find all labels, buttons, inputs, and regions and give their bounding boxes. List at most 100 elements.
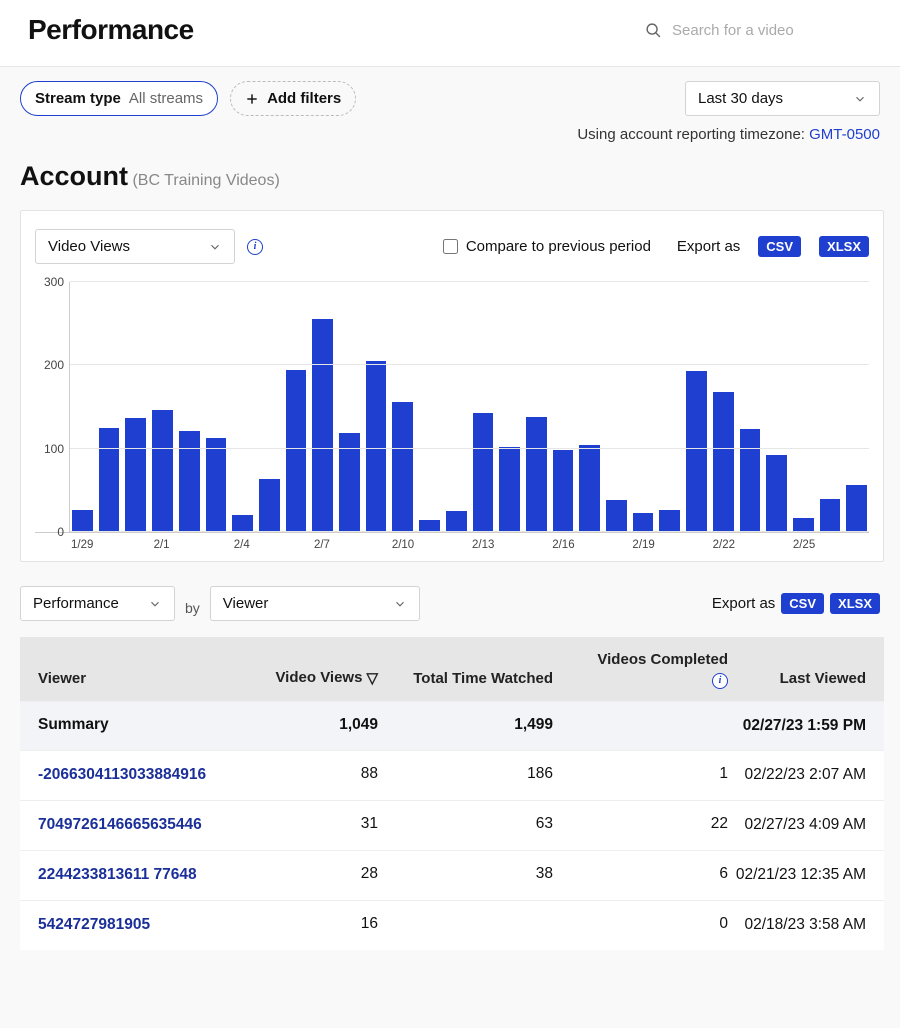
- date-range-label: Last 30 days: [698, 90, 783, 107]
- compare-toggle[interactable]: Compare to previous period: [443, 238, 651, 255]
- chart-bar[interactable]: [713, 392, 734, 532]
- chart-card: Video Views i Compare to previous period…: [20, 210, 884, 562]
- chart-bar[interactable]: [232, 515, 253, 533]
- chip-stream-type[interactable]: Stream type All streams: [20, 81, 218, 116]
- chip-stream-label: Stream type: [35, 90, 121, 107]
- col-completed[interactable]: Videos Completed i: [553, 651, 728, 687]
- chart-bar[interactable]: [312, 319, 333, 532]
- chart-bar[interactable]: [152, 410, 173, 533]
- account-subtitle: (BC Training Videos): [132, 172, 279, 189]
- x-tick: [579, 539, 600, 551]
- viewer-link[interactable]: 7049726146665635446: [38, 815, 208, 836]
- col-last-viewed[interactable]: Last Viewed: [728, 670, 866, 687]
- chart-bar[interactable]: [846, 485, 867, 533]
- viewer-link[interactable]: 2244233813611 77648: [38, 865, 208, 886]
- table-controls: Performance by Viewer Export as CSV XLSX: [0, 562, 900, 631]
- chart-bar[interactable]: [766, 455, 787, 532]
- plus-icon: [245, 92, 259, 106]
- sort-desc-icon: ▽: [366, 669, 378, 687]
- chart-bar[interactable]: [553, 450, 574, 533]
- x-tick: [499, 539, 520, 551]
- page-title: Performance: [28, 14, 194, 46]
- chart-bar[interactable]: [793, 518, 814, 532]
- chevron-down-icon: [853, 92, 867, 106]
- x-tick: [338, 539, 359, 551]
- x-tick: 2/22: [713, 539, 734, 551]
- views-chart: 0100200300: [69, 282, 869, 532]
- by-label: by: [185, 592, 200, 616]
- chart-bar[interactable]: [499, 447, 520, 532]
- x-tick: [445, 539, 466, 551]
- x-tick: [766, 539, 787, 551]
- account-title: Account: [20, 161, 128, 191]
- chart-bar[interactable]: [206, 438, 227, 532]
- table-row: 2244233813611 776482838602/21/23 12:35 A…: [20, 850, 884, 900]
- chart-bar[interactable]: [473, 413, 494, 532]
- chart-bar[interactable]: [286, 370, 307, 532]
- viewer-link[interactable]: -2066304113033884916: [38, 765, 208, 786]
- table-secondary-select[interactable]: Viewer: [210, 586, 420, 621]
- y-tick: 0: [57, 525, 64, 539]
- chart-toolbar: Video Views i Compare to previous period…: [35, 229, 869, 264]
- date-range-select[interactable]: Last 30 days: [685, 81, 880, 116]
- data-table: Viewer Video Views ▽ Total Time Watched …: [20, 637, 884, 950]
- x-tick: 2/1: [151, 539, 172, 551]
- chart-bar[interactable]: [99, 428, 120, 532]
- export-csv-button[interactable]: CSV: [758, 236, 801, 257]
- table-export-csv-button[interactable]: CSV: [781, 593, 824, 614]
- table-primary-label: Performance: [33, 595, 119, 612]
- chart-bar[interactable]: [125, 418, 146, 532]
- x-tick: [606, 539, 627, 551]
- info-icon[interactable]: i: [247, 239, 263, 255]
- chevron-down-icon: [148, 597, 162, 611]
- metric-select[interactable]: Video Views: [35, 229, 235, 264]
- chart-bar[interactable]: [446, 511, 467, 532]
- table-secondary-label: Viewer: [223, 595, 269, 612]
- chart-bar[interactable]: [72, 510, 93, 533]
- chart-bar[interactable]: [606, 500, 627, 533]
- chart-bar[interactable]: [526, 417, 547, 532]
- col-views[interactable]: Video Views ▽: [208, 669, 378, 687]
- table-export-xlsx-button[interactable]: XLSX: [830, 593, 880, 614]
- account-heading: Account (BC Training Videos): [0, 143, 900, 200]
- chevron-down-icon: [208, 240, 222, 254]
- chart-bar[interactable]: [820, 499, 841, 532]
- compare-checkbox[interactable]: [443, 239, 458, 254]
- col-time[interactable]: Total Time Watched: [378, 670, 553, 687]
- x-tick: 1/29: [71, 539, 92, 551]
- table-primary-select[interactable]: Performance: [20, 586, 175, 621]
- export-xlsx-button[interactable]: XLSX: [819, 236, 869, 257]
- chart-bar[interactable]: [366, 361, 387, 532]
- chart-bar[interactable]: [179, 431, 200, 532]
- metric-select-label: Video Views: [48, 238, 130, 255]
- top-bar: Performance: [0, 0, 900, 67]
- summary-row: Summary1,0491,49902/27/23 1:59 PM: [20, 701, 884, 751]
- search-wrap: [645, 22, 872, 39]
- x-tick: [178, 539, 199, 551]
- timezone-link[interactable]: GMT-0500: [809, 126, 880, 143]
- chart-bar[interactable]: [259, 479, 280, 532]
- chart-bar[interactable]: [659, 510, 680, 533]
- table-header: Viewer Video Views ▽ Total Time Watched …: [20, 637, 884, 701]
- x-tick: 2/4: [231, 539, 252, 551]
- chart-bar[interactable]: [579, 445, 600, 533]
- search-input[interactable]: [672, 22, 872, 39]
- x-tick: [258, 539, 279, 551]
- viewer-link[interactable]: 5424727981905: [38, 915, 208, 936]
- x-tick: [419, 539, 440, 551]
- x-tick: [739, 539, 760, 551]
- table-row: -206630411303388491688186102/22/23 2:07 …: [20, 750, 884, 800]
- info-icon[interactable]: i: [712, 673, 728, 689]
- chart-bar[interactable]: [740, 429, 761, 532]
- x-tick: [205, 539, 226, 551]
- chart-bar[interactable]: [633, 513, 654, 532]
- add-filters-button[interactable]: Add filters: [230, 81, 356, 116]
- export-label: Export as: [677, 238, 740, 255]
- chart-bar[interactable]: [686, 371, 707, 532]
- x-tick: [820, 539, 841, 551]
- chart-bar[interactable]: [392, 402, 413, 532]
- col-viewer[interactable]: Viewer: [38, 670, 208, 687]
- y-tick: 100: [44, 442, 64, 456]
- timezone-prefix: Using account reporting timezone:: [577, 126, 809, 143]
- x-tick: [686, 539, 707, 551]
